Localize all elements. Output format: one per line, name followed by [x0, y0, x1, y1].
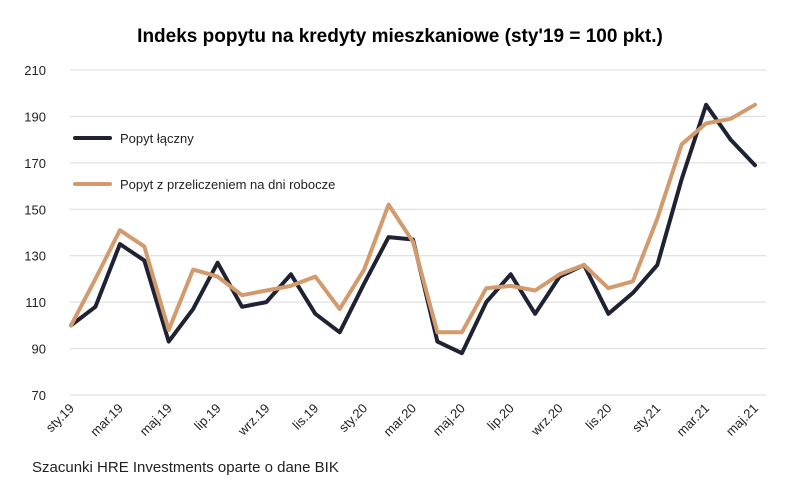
x-tick-label: lis.19 — [289, 401, 321, 433]
x-tick-label: lip.20 — [484, 401, 517, 434]
series-line-popyt-dni-robocze — [69, 102, 757, 335]
gridlines — [70, 69, 766, 396]
y-tick-label: 170 — [24, 156, 46, 171]
x-tick-label: wrz.19 — [234, 401, 272, 439]
x-tick-label: sty.20 — [336, 401, 370, 435]
y-tick-label: 70 — [32, 388, 46, 403]
source-footnote: Szacunki HRE Investments oparte o dane B… — [32, 459, 339, 476]
x-tick-label: maj.20 — [430, 401, 468, 439]
x-tick-label: lip.19 — [191, 401, 224, 434]
x-tick-label: sty.21 — [629, 401, 663, 435]
x-tick-label: maj.19 — [137, 401, 175, 439]
x-tick-label: maj.21 — [723, 401, 761, 439]
y-axis-ticks: 70 90 110 130 150 170 190 210 — [24, 63, 46, 403]
x-tick-label: mar.21 — [674, 401, 713, 440]
series-lines — [69, 102, 757, 356]
y-tick-label: 190 — [24, 109, 46, 124]
x-tick-label: lis.20 — [582, 401, 614, 433]
chart-title: Indeks popytu na kredyty mieszkaniowe (s… — [137, 26, 663, 47]
y-tick-label: 150 — [24, 202, 46, 217]
x-tick-label: sty.19 — [43, 401, 77, 435]
legend: Popyt łączny Popyt z przeliczeniem na dni… — [73, 131, 335, 192]
legend-label: Popyt łączny — [120, 131, 194, 146]
y-tick-label: 110 — [25, 295, 46, 310]
x-tick-label: mar.19 — [87, 401, 126, 440]
x-tick-label: mar.20 — [380, 401, 419, 440]
x-axis-ticks: sty.19 mar.19 maj.19 lip.19 wrz.19 lis.19 sty.… — [43, 401, 761, 440]
y-tick-label: 90 — [32, 342, 46, 357]
y-tick-label: 210 — [24, 63, 46, 78]
legend-label: Popyt z przeliczeniem na dni robocze — [120, 177, 335, 192]
x-tick-label: wrz.20 — [527, 401, 565, 439]
y-tick-label: 130 — [24, 249, 46, 264]
